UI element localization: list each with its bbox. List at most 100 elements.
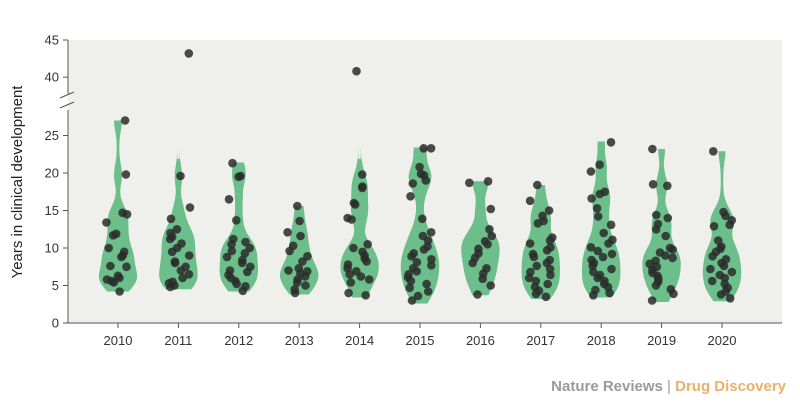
y-tick-label: 20 xyxy=(45,166,59,181)
data-point xyxy=(661,231,670,241)
data-point xyxy=(167,247,177,257)
data-point xyxy=(669,289,678,299)
data-point xyxy=(595,189,605,199)
y-tick-label: 40 xyxy=(45,70,59,85)
data-point xyxy=(427,254,436,264)
data-point xyxy=(593,212,603,221)
data-point xyxy=(166,214,176,224)
data-point xyxy=(413,291,423,301)
data-point xyxy=(725,294,735,303)
data-point xyxy=(238,286,248,296)
data-point xyxy=(598,252,608,262)
data-point xyxy=(227,246,237,256)
data-point xyxy=(525,239,535,248)
data-point xyxy=(607,249,617,259)
data-point xyxy=(727,267,737,277)
data-point xyxy=(166,282,175,292)
data-point xyxy=(408,179,418,188)
data-point xyxy=(232,279,241,289)
data-point xyxy=(592,204,602,213)
data-point xyxy=(465,178,474,188)
data-point xyxy=(648,144,657,154)
data-point xyxy=(406,192,415,201)
data-point xyxy=(295,216,304,226)
data-point xyxy=(346,278,356,287)
x-tick-label: 2013 xyxy=(285,333,314,348)
publication-credit: Nature Reviews | Drug Discovery xyxy=(551,378,786,395)
data-point xyxy=(293,201,302,211)
journal-name: Nature Reviews xyxy=(551,378,663,395)
data-point xyxy=(109,278,119,287)
data-point xyxy=(406,276,416,286)
credit-separator: | xyxy=(662,378,676,395)
data-point xyxy=(533,219,543,228)
data-point xyxy=(525,196,535,206)
data-point xyxy=(117,252,126,262)
data-point xyxy=(104,243,113,253)
data-point xyxy=(485,225,494,234)
data-point xyxy=(668,253,677,263)
data-point xyxy=(349,243,358,253)
data-point xyxy=(661,251,670,260)
data-point xyxy=(243,267,252,277)
x-tick-label: 2012 xyxy=(224,333,253,348)
data-point xyxy=(227,240,236,249)
data-point xyxy=(542,246,552,255)
data-point xyxy=(418,214,427,224)
x-tick-label: 2011 xyxy=(164,333,192,348)
y-tick-label: 25 xyxy=(45,128,59,143)
data-point xyxy=(234,172,243,182)
data-point xyxy=(358,183,367,193)
x-tick-label: 2014 xyxy=(345,333,374,348)
data-point xyxy=(290,288,300,298)
data-point xyxy=(352,66,361,76)
data-point xyxy=(407,296,417,305)
data-point xyxy=(185,203,195,212)
data-point xyxy=(178,273,187,283)
data-point xyxy=(122,210,132,219)
data-point xyxy=(298,257,307,266)
data-point xyxy=(344,288,353,298)
data-point xyxy=(651,225,661,234)
data-point xyxy=(607,264,616,274)
data-point xyxy=(419,245,429,254)
data-point xyxy=(533,180,542,190)
data-point xyxy=(228,158,237,168)
data-point xyxy=(473,290,482,299)
data-point xyxy=(237,258,247,268)
data-point xyxy=(240,249,250,258)
data-point xyxy=(426,144,436,153)
x-tick-label: 2015 xyxy=(406,333,435,348)
y-tick-label: 10 xyxy=(45,241,59,256)
data-point xyxy=(405,283,415,293)
data-point xyxy=(426,228,436,237)
data-point xyxy=(241,237,250,247)
data-point xyxy=(531,289,541,299)
data-point xyxy=(345,270,355,279)
data-point xyxy=(544,206,554,215)
data-point xyxy=(541,292,551,302)
data-point xyxy=(427,261,436,270)
data-point xyxy=(652,210,661,220)
data-point xyxy=(300,272,310,281)
data-point xyxy=(604,239,613,248)
violin-2020 xyxy=(702,151,742,302)
data-point xyxy=(301,281,310,290)
points-layer xyxy=(102,49,737,305)
data-point xyxy=(586,167,596,176)
data-point xyxy=(415,162,424,172)
data-point xyxy=(165,234,175,244)
data-point xyxy=(651,281,661,290)
data-point xyxy=(285,246,294,256)
data-point xyxy=(172,225,182,234)
y-tick-label: 5 xyxy=(52,278,59,293)
data-point xyxy=(546,270,555,280)
data-point xyxy=(468,258,478,268)
data-point xyxy=(663,213,673,223)
violin-2014 xyxy=(340,114,379,298)
data-point xyxy=(170,258,180,268)
data-point xyxy=(478,274,488,284)
data-point xyxy=(120,116,130,125)
data-point xyxy=(483,177,493,186)
data-point xyxy=(284,266,293,275)
